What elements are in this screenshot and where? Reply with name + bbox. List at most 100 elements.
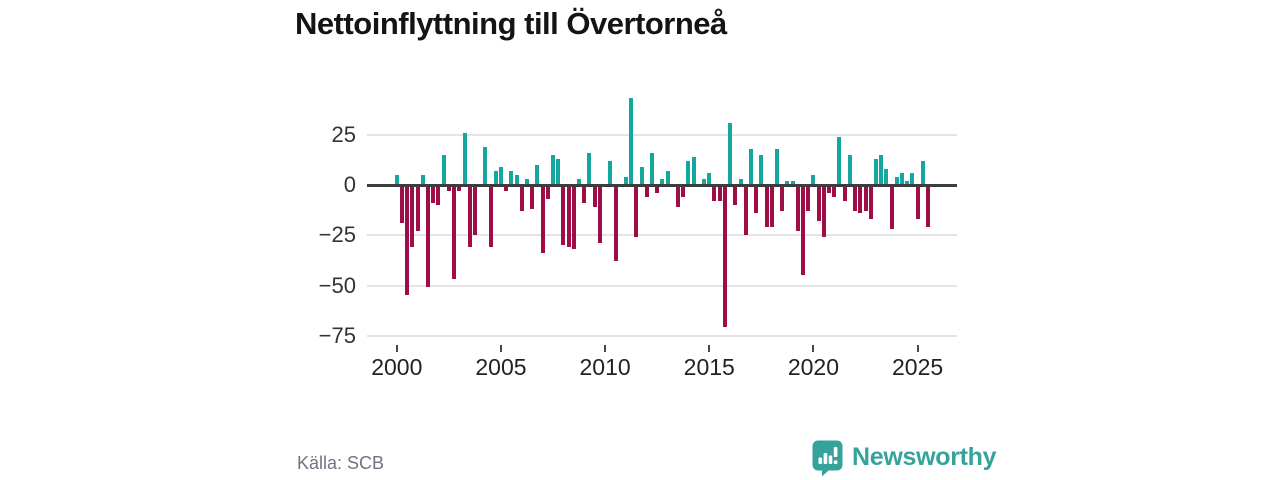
bar-quarter-25	[525, 178, 529, 185]
bar-quarter-31	[556, 158, 561, 185]
x-axis-tick-2005	[499, 345, 502, 352]
bar-quarter-15	[472, 186, 477, 235]
bar-quarter-94	[884, 168, 889, 185]
bar-quarter-51	[660, 178, 665, 185]
bar-quarter-73	[774, 148, 779, 185]
x-axis-tick-2010	[604, 345, 607, 352]
bar-quarter-30	[551, 154, 556, 185]
bar-quarter-38	[592, 186, 597, 207]
bar-quarter-10	[446, 186, 451, 191]
bar-quarter-7	[431, 186, 436, 203]
x-axis-tick-2000	[395, 345, 398, 352]
bar-quarter-1	[400, 186, 404, 223]
x-axis-label-2000: 2000	[371, 354, 423, 380]
bar-quarter-32	[561, 186, 566, 245]
y-axis-label: −25	[318, 222, 356, 248]
bar-quarter-48	[644, 186, 649, 197]
y-axis-label: 0	[343, 172, 356, 197]
bar-quarter-37	[587, 152, 592, 185]
bar-quarter-74	[780, 186, 785, 211]
bar-quarter-36	[582, 186, 587, 203]
bar-quarter-83	[827, 186, 832, 193]
bar-quarter-59	[702, 178, 707, 185]
bar-quarter-80	[811, 174, 816, 185]
bar-quarter-87	[847, 154, 852, 185]
bar-quarter-102	[926, 186, 931, 227]
bar-quarter-81	[816, 186, 821, 221]
bar-quarter-11	[452, 186, 457, 280]
newsworthy-logo-icon	[812, 440, 843, 477]
bar-quarter-33	[566, 186, 571, 247]
bar-quarter-57	[691, 156, 696, 185]
gridline-y--75	[367, 334, 957, 337]
bar-quarter-71	[764, 186, 769, 227]
bar-quarter-75	[785, 180, 790, 185]
bar-quarter-93	[879, 154, 884, 185]
bar-quarter-92	[873, 158, 878, 185]
bar-quarter-61	[712, 186, 717, 201]
bar-quarter-63	[722, 186, 727, 328]
bar-quarter-4	[415, 186, 420, 231]
bar-quarter-12	[457, 186, 462, 191]
bar-quarter-90	[863, 186, 868, 211]
bar-quarter-101	[920, 160, 925, 185]
bar-quarter-79	[806, 186, 811, 211]
gridline-y--50	[367, 284, 957, 287]
bar-quarter-39	[597, 186, 602, 243]
bar-quarter-47	[639, 166, 644, 185]
bar-quarter-50	[655, 186, 660, 193]
bar-quarter-6	[426, 186, 431, 288]
bar-quarter-42	[613, 186, 618, 261]
bar-quarter-13	[462, 132, 467, 185]
gridline-y--25	[367, 234, 957, 237]
bar-quarter-9	[441, 154, 446, 185]
bar-quarter-100	[915, 186, 920, 219]
bar-quarter-41	[608, 160, 613, 185]
bar-quarter-82	[821, 186, 826, 237]
y-axis-label: −75	[318, 322, 356, 348]
bar-quarter-2	[405, 186, 410, 296]
gridline-y-25	[367, 133, 957, 136]
bar-quarter-3	[410, 186, 415, 247]
bar-quarter-21	[504, 186, 509, 191]
bar-quarter-8	[436, 186, 441, 205]
bar-quarter-14	[467, 186, 472, 247]
bar-quarter-54	[676, 186, 681, 207]
x-axis-label-2010: 2010	[579, 354, 631, 380]
bar-quarter-18	[488, 186, 493, 247]
bar-quarter-89	[858, 186, 863, 213]
bar-quarter-56	[686, 160, 691, 185]
bar-quarter-5	[420, 174, 425, 185]
bar-quarter-49	[649, 152, 654, 185]
bar-quarter-34	[571, 186, 576, 249]
bar-quarter-99	[910, 172, 915, 185]
bar-quarter-19	[493, 170, 498, 185]
zero-axis-line	[367, 183, 957, 187]
bar-quarter-28	[540, 186, 545, 253]
bar-quarter-91	[868, 186, 873, 219]
x-axis-label-2015: 2015	[683, 354, 735, 380]
bar-quarter-72	[769, 186, 774, 227]
bar-quarter-65	[733, 186, 738, 205]
newsworthy-logo-text: Newsworthy	[852, 443, 997, 471]
bar-quarter-98	[905, 180, 910, 185]
x-axis-label-2005: 2005	[475, 354, 527, 380]
x-axis-label-2020: 2020	[787, 354, 840, 380]
bar-quarter-97	[899, 172, 904, 185]
bar-quarter-96	[894, 176, 899, 185]
bar-quarter-46	[634, 186, 639, 237]
bar-quarter-0	[394, 174, 399, 185]
bar-quarter-85	[837, 136, 842, 185]
bar-quarter-60	[707, 172, 712, 185]
x-axis-label-2025: 2025	[892, 354, 944, 380]
bar-quarter-88	[853, 186, 858, 211]
bar-quarter-52	[665, 170, 670, 185]
bar-quarter-86	[842, 186, 847, 201]
chart-title: Nettoinflyttning till Övertorneå	[295, 6, 727, 41]
bar-quarter-17	[483, 146, 488, 185]
bar-quarter-29	[545, 186, 550, 199]
bar-quarter-69	[754, 186, 759, 213]
bar-quarter-44	[623, 176, 628, 185]
